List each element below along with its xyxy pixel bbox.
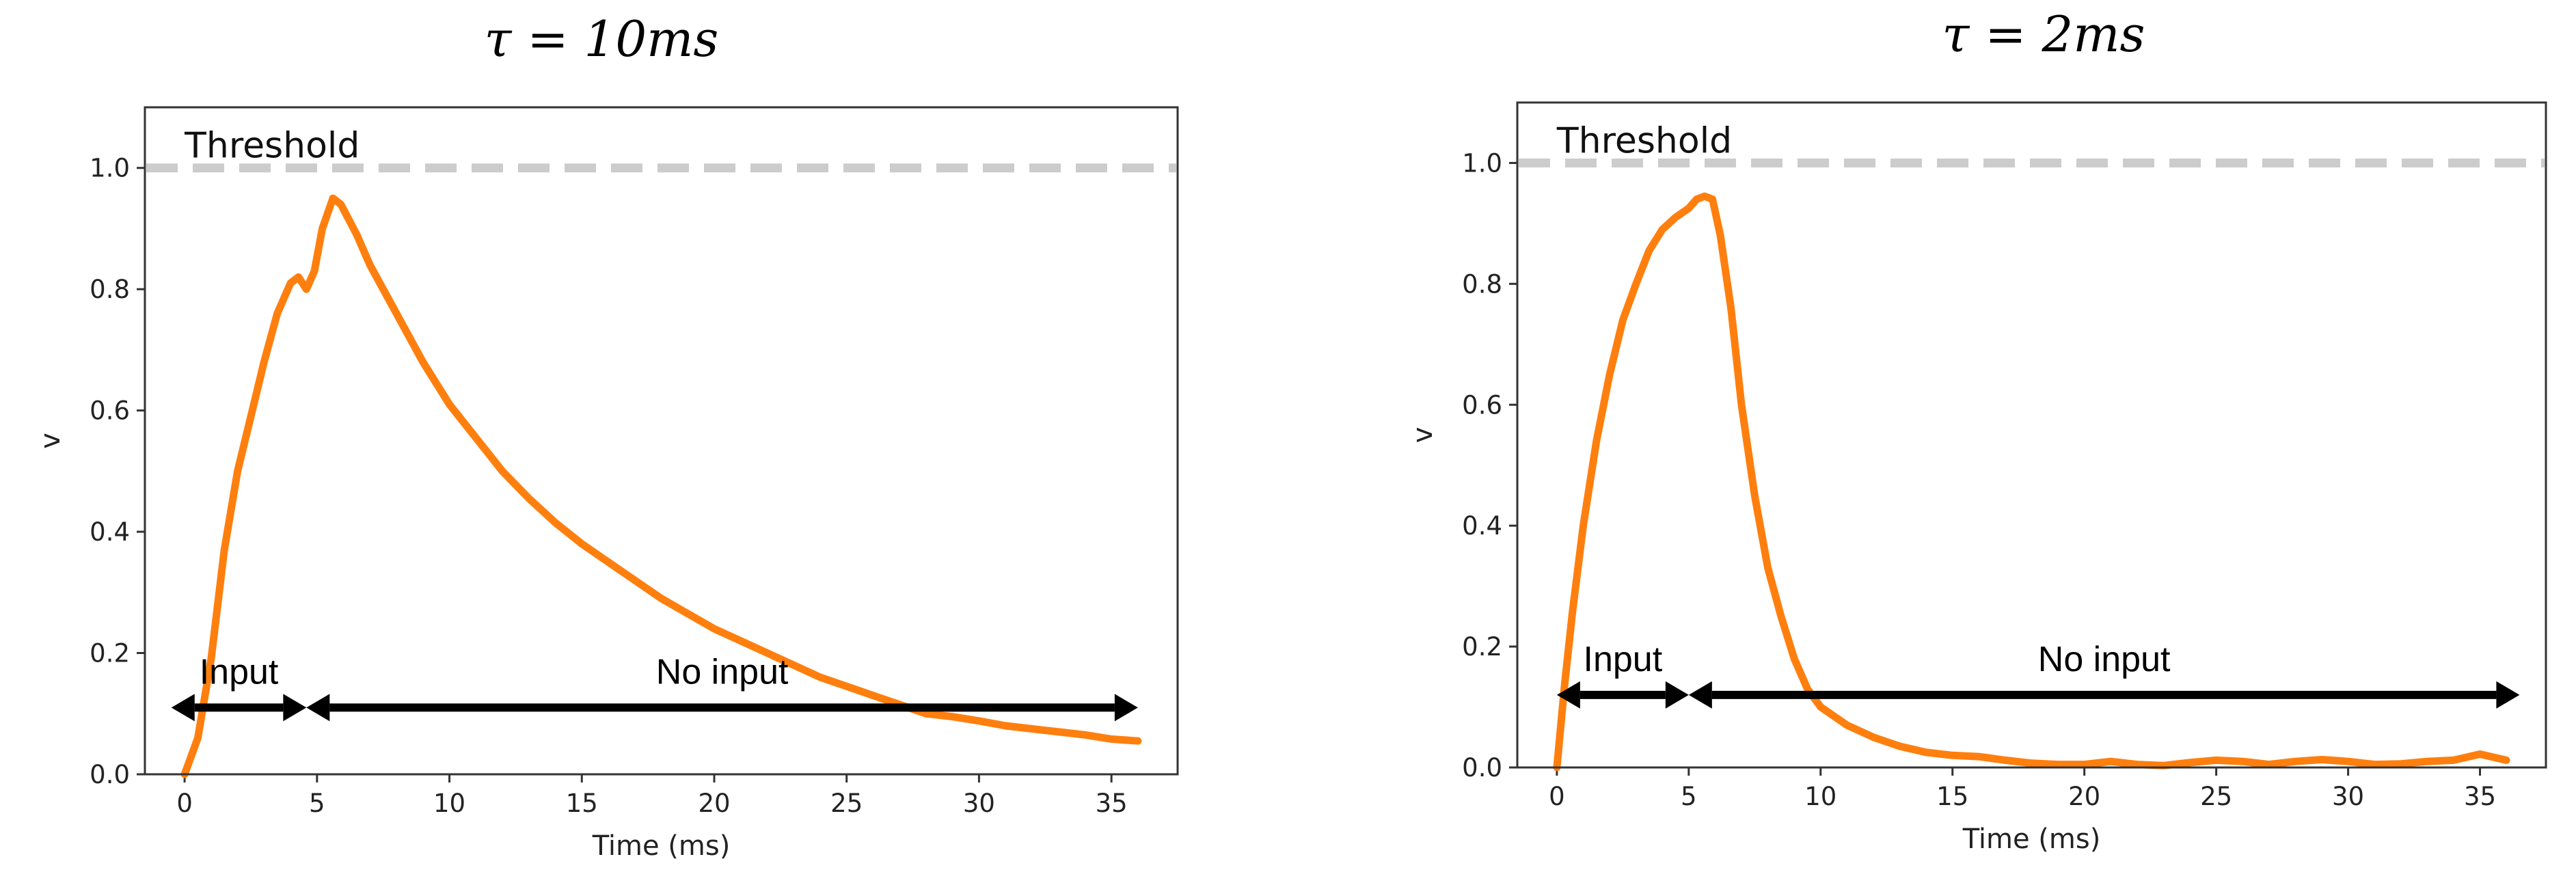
x-tick-label: 35 <box>1096 789 1128 818</box>
plot-frame <box>1516 101 2547 769</box>
no-input-arrow-head-left <box>306 694 330 722</box>
voltage-line <box>180 194 1142 778</box>
y-tick-label: 0.6 <box>90 396 130 426</box>
chart-title: τ = 10ms <box>485 10 719 68</box>
x-tick-label: 0 <box>176 789 193 818</box>
input-arrow-head-left <box>171 694 195 722</box>
y-axis-label: v <box>1407 427 1439 444</box>
x-tick-label: 15 <box>1936 782 1968 811</box>
y-tick-label: 0.6 <box>1462 390 1502 420</box>
x-tick-label: 5 <box>309 789 325 818</box>
x-tick-label: 30 <box>2332 782 2364 811</box>
x-tick-label: 0 <box>1549 782 1565 811</box>
input-arrow-head-right <box>1665 681 1689 709</box>
y-tick-label: 0.8 <box>1462 269 1502 299</box>
no-input-arrow-head-right <box>1114 694 1138 722</box>
x-axis-label: Time (ms) <box>592 830 731 862</box>
y-tick-label: 0.8 <box>90 275 130 304</box>
chart-2: τ = 2ms Threshold 0 5 10 15 20 25 30 35 0.0 0.2 0.4 0… <box>1407 5 2547 855</box>
x-tick-label: 5 <box>1681 782 1697 811</box>
x-axis-label: Time (ms) <box>1962 823 2101 855</box>
x-tick-label: 35 <box>2464 782 2496 811</box>
x-tick-label: 10 <box>433 789 465 818</box>
y-tick-label: 0.2 <box>90 639 130 668</box>
y-tick-label: 1.0 <box>90 154 130 183</box>
plot-frame <box>144 106 1179 776</box>
threshold-label: Threshold <box>1556 120 1732 161</box>
chart-title: τ = 2ms <box>1942 5 2145 63</box>
threshold-label: Threshold <box>184 126 360 167</box>
y-tick-label: 1.0 <box>1462 148 1502 178</box>
x-tick-label: 25 <box>2200 782 2232 811</box>
input-label: Input <box>200 652 279 692</box>
no-input-label: No input <box>656 652 789 692</box>
x-tick-label: 30 <box>963 789 995 818</box>
y-tick-label: 0.0 <box>90 760 130 789</box>
chart-1: τ = 10ms Threshold 0 5 10 15 20 25 30 35 0.0 0.2 0.4… <box>35 10 1179 862</box>
y-tick-label: 0.2 <box>1462 632 1502 662</box>
x-tick-label: 10 <box>1804 782 1836 811</box>
no-input-label: No input <box>2038 640 2171 679</box>
x-tick-label: 20 <box>2068 782 2100 811</box>
y-tick-label: 0.0 <box>1462 753 1502 782</box>
y-tick-label: 0.4 <box>1462 511 1502 541</box>
x-tick-label: 15 <box>566 789 598 818</box>
y-axis-label: v <box>35 433 66 449</box>
y-tick-label: 0.4 <box>90 517 130 547</box>
x-tick-label: 20 <box>698 789 730 818</box>
no-input-arrow-head-left <box>1688 681 1712 709</box>
voltage-line <box>1553 192 2510 772</box>
input-label: Input <box>1584 640 1663 679</box>
x-tick-label: 25 <box>830 789 863 818</box>
no-input-arrow-head-right <box>2496 681 2520 709</box>
input-arrow-head-right <box>283 694 307 722</box>
input-arrow-head-left <box>1556 681 1580 709</box>
